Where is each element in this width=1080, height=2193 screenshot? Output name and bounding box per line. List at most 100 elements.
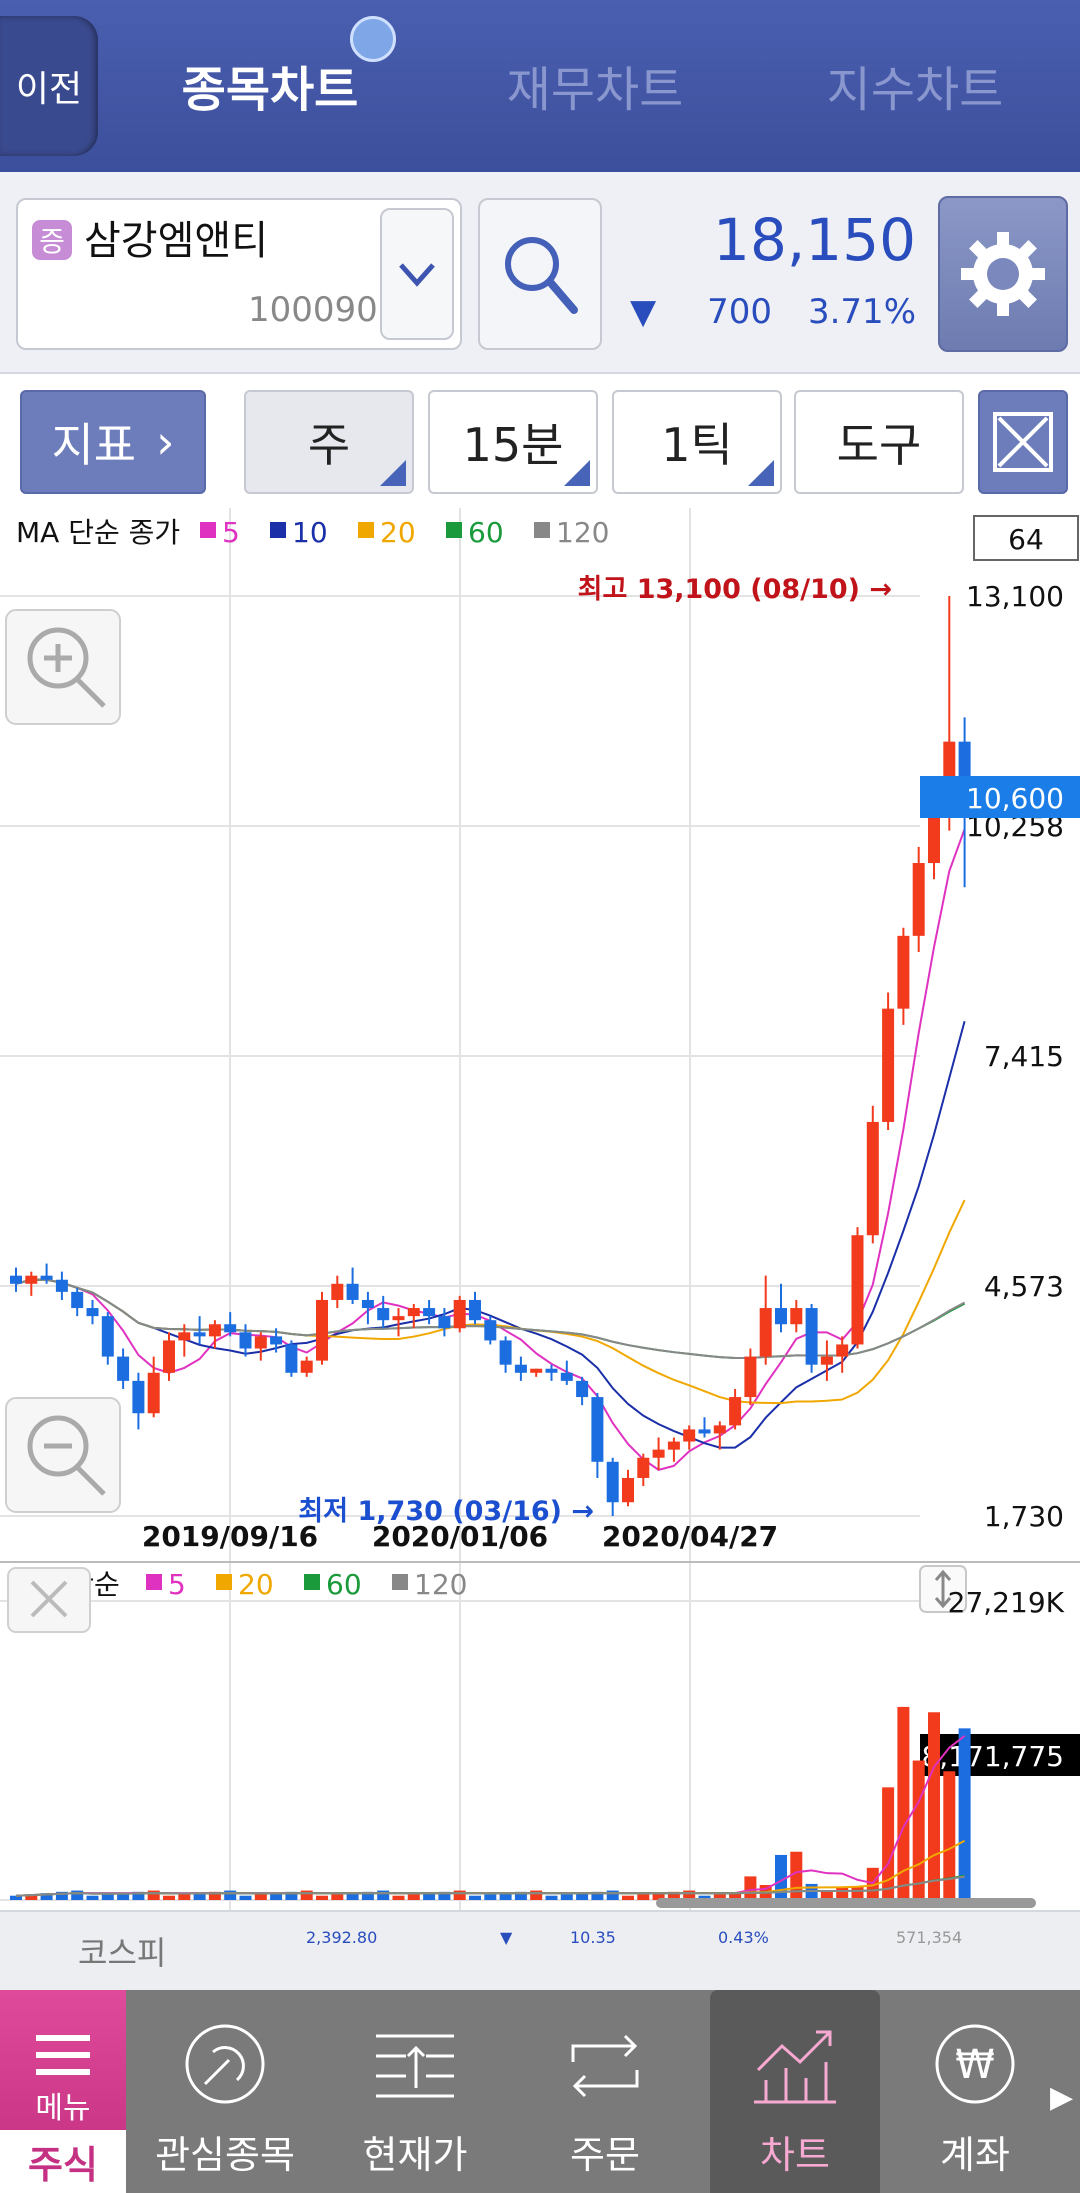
volume-bar [239, 1895, 252, 1900]
tab-index-chart[interactable]: 지수차트 [826, 62, 1004, 118]
candle-body [178, 1332, 191, 1341]
expand-button[interactable] [978, 390, 1068, 494]
candle-body [300, 1360, 313, 1373]
legend-swatch [392, 1574, 408, 1590]
candle-body [667, 1441, 680, 1450]
volume-bar [928, 1712, 940, 1900]
section-stock-label[interactable]: 주식 [0, 2130, 126, 2193]
zoom-out-button[interactable] [5, 1397, 121, 1513]
minute-button[interactable]: 15분 [428, 390, 598, 494]
resize-handle[interactable] [919, 1565, 967, 1613]
count-box[interactable] [973, 515, 1079, 561]
horizontal-scrollbar[interactable] [656, 1898, 1036, 1908]
x-tick-label: 2019/09/16 [142, 1520, 318, 1553]
candlestick-chart[interactable]: MA 단순 종가 5 10 20 60 120 64 13,100 10,258 [0, 508, 1080, 1910]
search-button[interactable] [478, 198, 602, 350]
volume-bar [622, 1895, 634, 1900]
legend-period-label: 20 [238, 1568, 274, 1601]
volume-bar [147, 1890, 160, 1900]
volume-bar [10, 1895, 22, 1900]
price-chart-area[interactable]: MA 단순 종가 5 10 20 60 120 64 13,100 10,258 [0, 508, 1080, 1910]
volume-bar [820, 1890, 833, 1900]
nav-current-price[interactable]: 현재가 [330, 1990, 500, 2193]
volume-bar [25, 1894, 38, 1900]
stock-name: 삼강엠앤티 [84, 218, 268, 264]
bottom-navigation [0, 1990, 1080, 2193]
nav-order[interactable]: 주문 [520, 1990, 690, 2193]
index-ticker-bar[interactable] [0, 1910, 1080, 1992]
nav-more-arrow-icon[interactable]: ▶ [1050, 2080, 1074, 2115]
volume-bar [40, 1893, 53, 1900]
volume-bar [117, 1893, 130, 1900]
volume-bar [882, 1787, 895, 1900]
settings-button[interactable] [938, 196, 1068, 352]
corner-triangle-icon [564, 460, 590, 486]
candle-body [637, 1457, 650, 1478]
candle-body [316, 1299, 328, 1361]
candle-body [744, 1356, 757, 1398]
candle-body [484, 1320, 497, 1341]
top-header [0, 0, 1080, 172]
close-icon [30, 1580, 68, 1618]
legend-swatch [146, 1574, 162, 1590]
candle-body [254, 1336, 267, 1349]
volume-current-marker [920, 1734, 1080, 1776]
nav-label: 주문 [570, 2133, 640, 2177]
zoom-in-button[interactable] [5, 609, 121, 725]
volume-bar [637, 1894, 650, 1900]
index-value: 2,392.80 [306, 1928, 378, 1947]
legend-period-label: 60 [468, 516, 504, 549]
volume-bar [254, 1894, 267, 1900]
ma-legend-label: MA 단순 종가 [16, 516, 180, 549]
nav-account[interactable]: ₩ 계좌 [900, 1990, 1050, 2193]
indicator-button[interactable]: 지표 › [20, 390, 206, 494]
volume-max-label: 27,219K [948, 1586, 1065, 1619]
volume-current-label: 8,171,775 [921, 1740, 1064, 1773]
volume-bar [729, 1893, 742, 1900]
candle-body [86, 1308, 99, 1317]
candle-body [469, 1299, 481, 1321]
candle-body [622, 1477, 634, 1503]
stock-dropdown-button[interactable] [380, 208, 454, 340]
nav-label: 현재가 [362, 2133, 468, 2177]
volume-bar [912, 1760, 925, 1900]
candle-body [836, 1344, 849, 1357]
price-list-icon [376, 2034, 454, 2098]
back-button[interactable]: 이전 [0, 16, 98, 156]
candle-body [912, 863, 925, 936]
volume-bar [683, 1890, 696, 1900]
candle-body [545, 1368, 558, 1373]
tab-stock-chart[interactable]: 종목차트 [181, 62, 359, 118]
order-exchange-icon [571, 2034, 639, 2098]
nav-chart[interactable]: 차트 [710, 1990, 880, 2193]
y-tick-label: 1,730 [984, 1500, 1064, 1533]
volume-bar [530, 1890, 543, 1900]
candle-body [729, 1397, 742, 1426]
down-arrow-icon: ▼ [630, 292, 657, 332]
candle-body [591, 1397, 604, 1462]
tab-financial-chart[interactable]: 재무차트 [506, 62, 684, 118]
tool-button[interactable]: 도구 [794, 390, 964, 494]
legend-period-label: 20 [380, 516, 416, 549]
candle-body [55, 1279, 68, 1292]
volume-bar [545, 1895, 558, 1900]
candle-body [10, 1275, 22, 1284]
legend-swatch [534, 522, 550, 538]
index-volume: 571,354 [896, 1928, 963, 1947]
tick-button[interactable]: 1틱 [612, 390, 782, 494]
volume-bar [361, 1891, 374, 1900]
volume-bar [300, 1890, 313, 1900]
chevron-down-icon [399, 263, 435, 287]
volume-bar [423, 1893, 436, 1900]
nav-watchlist[interactable]: 관심종목 [140, 1990, 310, 2193]
period-week-button[interactable]: 주 [244, 390, 414, 494]
close-volume-button[interactable] [7, 1567, 91, 1633]
volume-bar [958, 1728, 971, 1900]
y-tick-label: 7,415 [984, 1040, 1064, 1073]
legend-swatch [216, 1574, 232, 1590]
vertical-arrows-icon [934, 1569, 952, 1609]
index-change-percent: 0.43% [718, 1928, 769, 1947]
candle-body [224, 1324, 237, 1333]
candle-body [652, 1449, 665, 1458]
sync-badge-icon [350, 16, 396, 62]
